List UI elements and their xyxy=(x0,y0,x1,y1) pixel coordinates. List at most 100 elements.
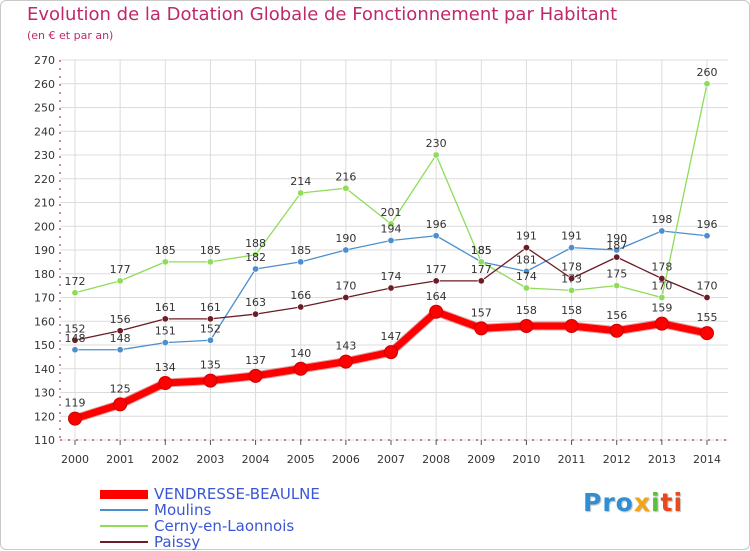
chart-title: Evolution de la Dotation Globale de Fonc… xyxy=(27,4,618,25)
y-tick-label: 200 xyxy=(34,220,55,233)
data-point-moulins xyxy=(658,227,666,235)
data-label-cerny-en-laonnois: 173 xyxy=(561,272,582,285)
data-label-paissy: 191 xyxy=(516,230,537,243)
data-point-moulins xyxy=(342,246,350,254)
data-point-paissy xyxy=(703,293,711,301)
data-point-vendresse-beaulne xyxy=(293,361,308,376)
data-point-paissy xyxy=(568,274,576,282)
data-point-paissy xyxy=(161,315,169,323)
data-label-vendresse-beaulne: 135 xyxy=(200,359,221,372)
data-label-moulins: 152 xyxy=(200,322,221,335)
data-point-cerny-en-laonnois xyxy=(703,80,711,88)
data-point-moulins xyxy=(522,267,530,275)
x-tick-label: 2000 xyxy=(61,453,89,466)
y-tick-label: 230 xyxy=(34,149,55,162)
data-label-vendresse-beaulne: 158 xyxy=(561,304,582,317)
data-point-vendresse-beaulne xyxy=(609,323,624,338)
data-label-vendresse-beaulne: 137 xyxy=(245,354,266,367)
data-label-paissy: 187 xyxy=(606,239,627,252)
data-point-cerny-en-laonnois xyxy=(477,258,485,266)
data-label-paissy: 163 xyxy=(245,296,266,309)
y-tick-label: 250 xyxy=(34,102,55,115)
x-tick-label: 2001 xyxy=(106,453,134,466)
data-point-moulins xyxy=(387,237,395,245)
data-point-moulins xyxy=(432,232,440,240)
data-point-moulins xyxy=(297,258,305,266)
data-label-paissy: 156 xyxy=(110,313,131,326)
data-point-moulins xyxy=(71,346,79,354)
legend-label-vendresse-beaulne: VENDRESSE-BEAULNE xyxy=(154,485,320,503)
y-tick-label: 150 xyxy=(34,339,55,352)
data-label-moulins: 198 xyxy=(651,213,672,226)
data-point-cerny-en-laonnois xyxy=(613,282,621,290)
data-label-cerny-en-laonnois: 172 xyxy=(65,275,86,288)
data-label-moulins: 181 xyxy=(516,253,537,266)
x-tick-label: 2014 xyxy=(693,453,721,466)
data-label-paissy: 170 xyxy=(697,280,718,293)
y-tick-label: 260 xyxy=(34,78,55,91)
data-label-paissy: 174 xyxy=(381,270,402,283)
data-label-cerny-en-laonnois: 177 xyxy=(110,263,131,276)
data-point-vendresse-beaulne xyxy=(338,354,353,369)
x-tick-label: 2010 xyxy=(512,453,540,466)
data-point-cerny-en-laonnois xyxy=(206,258,214,266)
data-point-vendresse-beaulne xyxy=(519,319,534,333)
data-point-moulins xyxy=(206,336,214,344)
data-point-vendresse-beaulne xyxy=(429,304,444,319)
data-point-cerny-en-laonnois xyxy=(116,277,124,285)
data-point-moulins xyxy=(568,244,576,252)
data-label-paissy: 178 xyxy=(561,261,582,274)
data-label-cerny-en-laonnois: 260 xyxy=(697,66,718,79)
y-tick-label: 160 xyxy=(34,315,55,328)
data-point-moulins xyxy=(252,265,260,273)
y-tick-label: 180 xyxy=(34,268,55,281)
legend-label-paissy: Paissy xyxy=(154,533,201,551)
y-tick-label: 110 xyxy=(34,434,55,447)
data-label-moulins: 190 xyxy=(335,232,356,245)
data-label-vendresse-beaulne: 156 xyxy=(606,309,627,322)
data-point-vendresse-beaulne xyxy=(248,368,263,383)
y-tick-label: 120 xyxy=(34,410,55,423)
data-label-vendresse-beaulne: 125 xyxy=(110,382,131,395)
x-tick-label: 2012 xyxy=(603,453,631,466)
data-label-vendresse-beaulne: 155 xyxy=(697,311,718,324)
data-point-vendresse-beaulne xyxy=(68,411,82,426)
data-point-paissy xyxy=(387,284,395,292)
data-label-paissy: 178 xyxy=(651,261,672,274)
data-point-paissy xyxy=(613,253,621,261)
data-point-vendresse-beaulne xyxy=(654,316,669,331)
data-label-paissy: 152 xyxy=(65,322,86,335)
data-point-paissy xyxy=(432,277,440,285)
x-tick-label: 2007 xyxy=(377,453,405,466)
data-point-paissy xyxy=(206,315,214,323)
data-point-paissy xyxy=(658,274,666,282)
data-label-cerny-en-laonnois: 185 xyxy=(471,244,492,257)
data-point-paissy xyxy=(252,310,260,318)
data-label-moulins: 185 xyxy=(290,244,311,257)
data-point-moulins xyxy=(161,339,169,347)
data-label-cerny-en-laonnois: 230 xyxy=(426,137,447,150)
data-point-vendresse-beaulne xyxy=(474,321,489,336)
data-label-vendresse-beaulne: 147 xyxy=(381,330,402,343)
data-point-moulins xyxy=(116,346,124,354)
data-point-cerny-en-laonnois xyxy=(522,284,530,292)
data-label-cerny-en-laonnois: 175 xyxy=(606,268,627,281)
data-point-cerny-en-laonnois xyxy=(658,293,666,301)
y-tick-label: 210 xyxy=(34,197,55,210)
y-tick-label: 170 xyxy=(34,292,55,305)
y-tick-label: 240 xyxy=(34,125,55,138)
data-label-vendresse-beaulne: 159 xyxy=(651,302,672,315)
data-label-moulins: 182 xyxy=(245,251,266,264)
data-point-paissy xyxy=(297,303,305,311)
y-tick-label: 220 xyxy=(34,173,55,186)
data-point-cerny-en-laonnois xyxy=(432,151,440,159)
data-point-moulins xyxy=(613,246,621,254)
data-label-cerny-en-laonnois: 188 xyxy=(245,237,266,250)
y-tick-label: 270 xyxy=(34,54,55,67)
data-label-moulins: 148 xyxy=(110,332,131,345)
x-tick-label: 2002 xyxy=(151,453,179,466)
chart-subtitle: (en € et par an) xyxy=(27,29,114,42)
data-point-paissy xyxy=(116,327,124,335)
data-point-cerny-en-laonnois xyxy=(252,251,260,259)
data-label-cerny-en-laonnois: 174 xyxy=(516,270,537,283)
